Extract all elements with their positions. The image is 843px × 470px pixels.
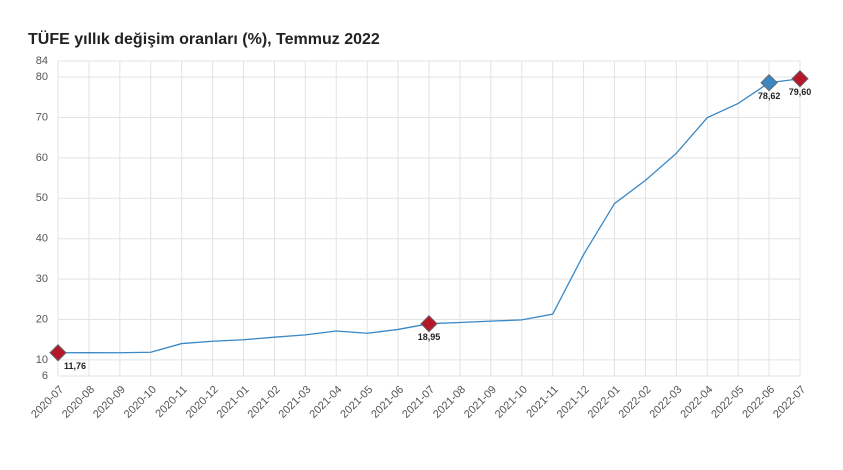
x-tick-label: 2021-06	[369, 384, 406, 421]
x-tick-label: 2020-08	[60, 384, 97, 421]
data-label: 78,62	[758, 91, 781, 101]
x-tick-label: 2021-11	[524, 384, 560, 420]
y-tick-label: 50	[36, 192, 48, 204]
x-tick-label: 2020-09	[91, 384, 128, 421]
x-tick-label: 2020-12	[184, 384, 221, 421]
x-tick-label: 2021-10	[493, 384, 530, 421]
x-tick-label: 2022-06	[740, 384, 777, 421]
y-tick-label: 10	[36, 354, 48, 366]
x-tick-label: 2020-07	[29, 384, 66, 421]
x-tick-label: 2022-03	[647, 384, 684, 421]
x-tick-label: 2021-09	[462, 384, 499, 421]
x-tick-label: 2021-02	[246, 384, 283, 421]
data-label: 11,76	[64, 361, 86, 371]
y-tick-label: 84	[36, 55, 48, 67]
y-tick-label: 30	[36, 273, 48, 285]
x-tick-label: 2022-01	[586, 384, 623, 421]
point-marker	[420, 314, 438, 333]
x-tick-label: 2021-07	[400, 384, 437, 421]
x-tick-label: 2022-02	[617, 384, 654, 421]
data-label: 18,95	[418, 332, 441, 342]
x-tick-label: 2021-04	[307, 384, 344, 421]
y-tick-label: 6	[42, 370, 48, 382]
x-tick-label: 2021-03	[276, 384, 313, 421]
x-tick-label: 2021-05	[338, 384, 375, 421]
y-tick-label: 60	[36, 152, 48, 164]
y-tick-label: 70	[36, 111, 48, 123]
point-marker	[791, 70, 809, 88]
y-tick-label: 40	[36, 233, 48, 245]
x-tick-label: 2021-01	[215, 384, 252, 421]
data-label: 79,60	[789, 87, 812, 97]
x-tick-label: 2021-08	[431, 384, 468, 421]
x-tick-label: 2021-12	[555, 384, 592, 421]
y-tick-label: 80	[36, 71, 48, 83]
x-tick-label: 2020-10	[122, 384, 159, 421]
x-tick-label: 2022-05	[709, 384, 746, 421]
point-marker	[760, 74, 778, 92]
chart-title: TÜFE yıllık değişim oranları (%), Temmuz…	[28, 29, 380, 48]
point-marker	[49, 344, 67, 362]
x-tick-label: 2022-04	[678, 384, 715, 421]
x-tick-label: 2020-11	[153, 384, 189, 420]
y-tick-label: 20	[36, 313, 48, 325]
x-tick-label: 2022-07	[771, 384, 808, 421]
